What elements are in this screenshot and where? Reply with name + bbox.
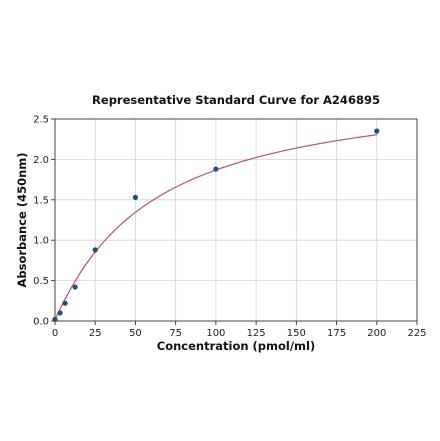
data-point <box>57 310 63 316</box>
x-tick-label: 0 <box>52 328 58 339</box>
x-tick-label: 175 <box>327 328 346 339</box>
y-tick-label: 0.5 <box>33 276 49 287</box>
x-tick-label: 225 <box>407 328 426 339</box>
x-tick-label: 50 <box>129 328 142 339</box>
data-point <box>213 166 219 172</box>
data-point <box>62 300 68 306</box>
data-points <box>52 128 380 322</box>
x-tick-label: 25 <box>89 328 102 339</box>
x-axis-label: Concentration (pmol/ml) <box>157 339 315 353</box>
x-tick-label: 150 <box>287 328 306 339</box>
plot-frame <box>54 118 418 322</box>
data-point <box>92 247 98 253</box>
y-tick-label: 1.0 <box>33 236 49 247</box>
axis-ticks <box>51 118 418 325</box>
data-point <box>374 128 380 134</box>
data-point <box>132 194 139 200</box>
grid-lines <box>54 118 418 322</box>
y-axis-label: Absorbance (450nm) <box>15 152 29 287</box>
y-tick-label: 1.5 <box>33 195 49 206</box>
y-tick-label: 2.0 <box>33 155 49 166</box>
y-tick-label: 2.5 <box>33 115 49 126</box>
data-point <box>52 316 58 322</box>
chart-title: Representative Standard Curve for A24689… <box>92 93 380 107</box>
y-tick-label: 0.0 <box>33 317 49 328</box>
x-tick-label: 75 <box>169 328 182 339</box>
x-tick-label: 125 <box>247 328 266 339</box>
data-point <box>72 284 78 290</box>
x-tick-label: 100 <box>206 328 225 339</box>
x-tick-label: 200 <box>367 328 386 339</box>
